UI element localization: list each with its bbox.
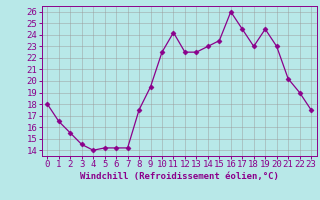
X-axis label: Windchill (Refroidissement éolien,°C): Windchill (Refroidissement éolien,°C) <box>80 172 279 181</box>
